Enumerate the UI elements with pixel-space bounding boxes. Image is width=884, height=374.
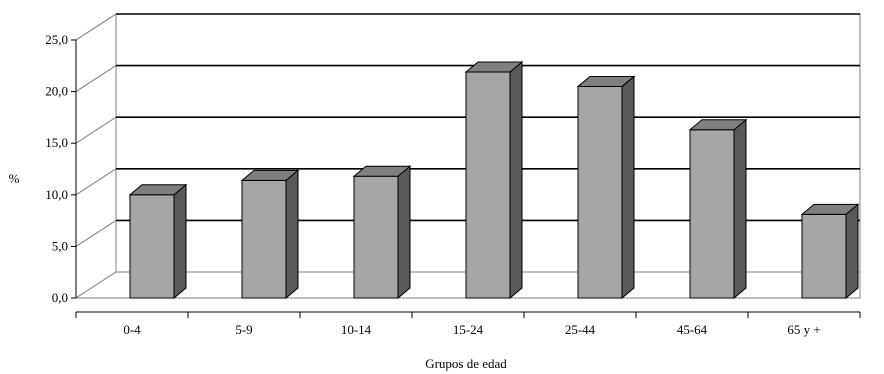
bar-top bbox=[464, 61, 524, 73]
gridline-side bbox=[75, 13, 117, 41]
y-tick-label: 25,0 bbox=[45, 32, 68, 47]
bar bbox=[352, 165, 412, 300]
bar bbox=[576, 75, 636, 300]
gridline-side bbox=[75, 219, 117, 247]
bars bbox=[128, 60, 860, 300]
bar-front bbox=[241, 179, 287, 299]
bar-top bbox=[240, 169, 300, 181]
bar-top bbox=[128, 184, 188, 196]
x-tick-label: 15-24 bbox=[453, 322, 484, 337]
x-tick-label: 25-44 bbox=[565, 322, 596, 337]
bar-front bbox=[465, 71, 511, 299]
bar-side bbox=[733, 118, 747, 300]
bar-front bbox=[129, 194, 175, 299]
y-tick-label: 0,0 bbox=[52, 290, 68, 305]
y-tick-label: 5,0 bbox=[52, 238, 68, 253]
bar-side bbox=[621, 75, 635, 300]
side-wall bbox=[75, 13, 117, 299]
y-tick-label: 10,0 bbox=[45, 187, 68, 202]
bar-top bbox=[800, 203, 860, 215]
x-tick-label: 0-4 bbox=[123, 322, 141, 337]
bar-side bbox=[509, 60, 523, 300]
y-tick-label: 15,0 bbox=[45, 135, 68, 150]
y-tick-label: 20,0 bbox=[45, 84, 68, 99]
bar bbox=[800, 203, 860, 300]
x-tick-label: 5-9 bbox=[235, 322, 252, 337]
bar-top bbox=[688, 119, 748, 131]
gridline-side bbox=[75, 168, 117, 196]
x-tick-labels: 0-4 5-9 10-14 15-24 25-44 45-64 65 y + bbox=[123, 322, 820, 337]
bar-side bbox=[845, 203, 859, 300]
gridline-side bbox=[75, 116, 117, 144]
bar-top bbox=[352, 165, 412, 177]
bar-front bbox=[577, 85, 623, 299]
bar-side bbox=[285, 169, 299, 300]
axes bbox=[71, 39, 861, 318]
x-tick-label: 10-14 bbox=[341, 322, 372, 337]
bar-front bbox=[801, 213, 847, 299]
bar bbox=[128, 183, 188, 300]
bar-side bbox=[173, 183, 187, 300]
bar-side bbox=[397, 165, 411, 300]
bar bbox=[464, 60, 524, 300]
y-axis-label: % bbox=[9, 171, 20, 186]
gridline-side bbox=[75, 65, 117, 93]
bar bbox=[688, 118, 748, 300]
x-tick-label: 65 y + bbox=[787, 322, 820, 337]
y-tick-labels: 0,0 5,0 10,0 15,0 20,0 25,0 bbox=[45, 32, 68, 305]
x-tick-label: 45-64 bbox=[677, 322, 708, 337]
bar bbox=[240, 169, 300, 300]
x-axis-label: Grupos de edad bbox=[425, 356, 507, 371]
bar-top bbox=[576, 75, 636, 87]
bar-front bbox=[353, 175, 399, 299]
bar-front bbox=[689, 129, 735, 299]
